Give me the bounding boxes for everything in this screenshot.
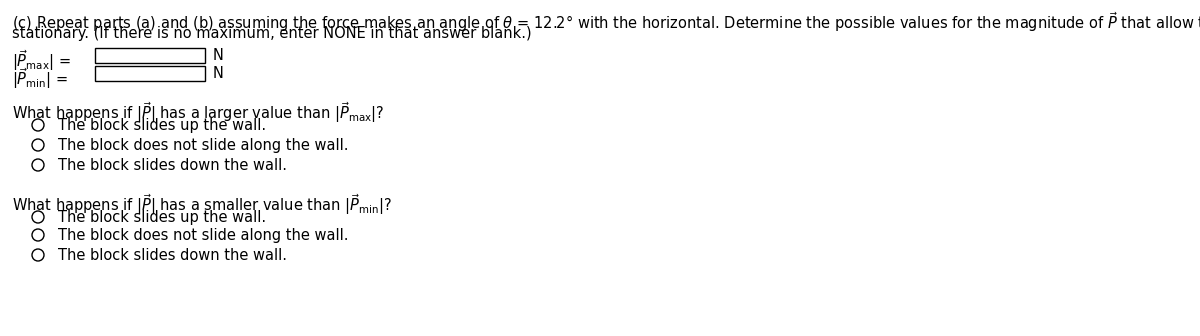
Text: What happens if $|\vec{P}|$ has a smaller value than $|\vec{P}_{\mathrm{min}}|$?: What happens if $|\vec{P}|$ has a smalle…: [12, 192, 392, 217]
Text: The block slides up the wall.: The block slides up the wall.: [58, 118, 266, 133]
Text: The block slides down the wall.: The block slides down the wall.: [58, 248, 287, 263]
Text: stationary. (If there is no maximum, enter NONE in that answer blank.): stationary. (If there is no maximum, ent…: [12, 26, 532, 41]
Text: What happens if $|\vec{P}|$ has a larger value than $|\vec{P}_{\mathrm{max}}|$?: What happens if $|\vec{P}|$ has a larger…: [12, 100, 384, 125]
Bar: [95, 66, 205, 81]
Bar: [95, 48, 205, 63]
Text: The block does not slide along the wall.: The block does not slide along the wall.: [58, 138, 348, 153]
Text: $|\vec{P}_{\mathrm{max}}|$ =: $|\vec{P}_{\mathrm{max}}|$ =: [12, 48, 71, 73]
Text: The block slides up the wall.: The block slides up the wall.: [58, 210, 266, 225]
Text: $|\vec{P}_{\mathrm{min}}|$ =: $|\vec{P}_{\mathrm{min}}|$ =: [12, 66, 68, 91]
Text: N: N: [214, 66, 224, 81]
Text: The block slides down the wall.: The block slides down the wall.: [58, 158, 287, 173]
Text: (c) Repeat parts (a) and (b) assuming the force makes an angle of $\theta$ = 12.: (c) Repeat parts (a) and (b) assuming th…: [12, 10, 1200, 34]
Text: The block does not slide along the wall.: The block does not slide along the wall.: [58, 228, 348, 243]
Text: N: N: [214, 48, 224, 63]
